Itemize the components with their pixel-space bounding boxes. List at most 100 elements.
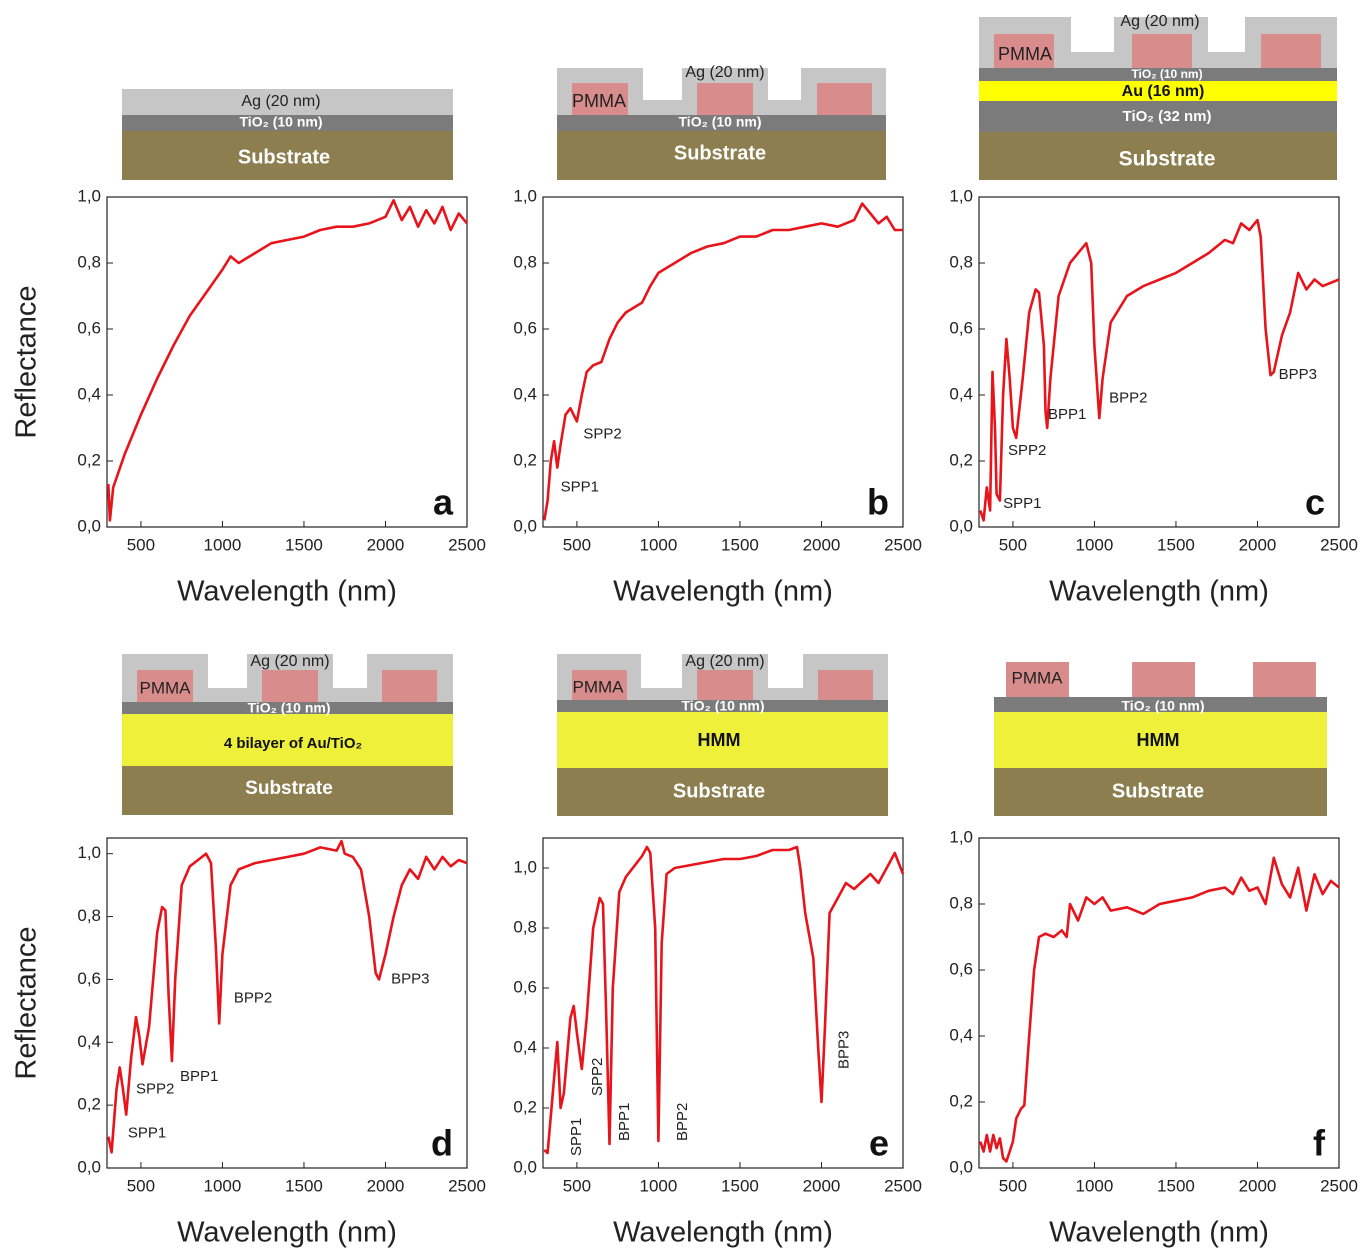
y-tick-label: 1,0 [949, 186, 973, 205]
y-tick-label: 0,2 [77, 450, 101, 469]
schematic-label: TiO₂ (10 nm) [240, 114, 323, 130]
x-tick-label: 1000 [1076, 535, 1114, 554]
schematic-layer [1132, 662, 1195, 697]
schematic-layer [817, 83, 872, 115]
schematic-label: Substrate [238, 146, 330, 168]
schematic-label: Ag (20 nm) [241, 93, 320, 110]
y-tick-label: 0,4 [949, 384, 973, 403]
schematic-label: Ag (20 nm) [1120, 13, 1199, 30]
y-tick-label: 0,8 [949, 893, 973, 912]
schematic-label: HMM [1137, 730, 1180, 750]
annotation: BPP3 [1279, 366, 1317, 383]
schematic-layer [122, 702, 453, 714]
y-tick-label: 0,0 [513, 1157, 537, 1176]
plot-frame [106, 196, 468, 528]
plot-frame [106, 837, 468, 1169]
schematic-layer [994, 712, 1327, 768]
y-axis-label: Reflectance [11, 926, 43, 1079]
x-tick-label: 2000 [1239, 1176, 1277, 1195]
y-tick-label: 0,2 [949, 1091, 973, 1110]
y-tick-label: 0,0 [77, 1157, 101, 1176]
x-axis-label: Wavelength (nm) [1049, 1217, 1269, 1249]
annotation: BPP2 [234, 989, 272, 1006]
data-line [107, 199, 469, 522]
schematic-label: 4 bilayer of Au/TiO₂ [224, 735, 362, 752]
panel-label: d [431, 1123, 453, 1164]
schematic-label: Ag (20 nm) [685, 653, 764, 670]
y-tick-label: 0,6 [513, 318, 537, 337]
schematic-label: Substrate [1112, 780, 1204, 802]
panel-label: f [1313, 1123, 1326, 1164]
data-line [979, 856, 1340, 1163]
data-line [543, 845, 905, 1155]
x-axis-label: Wavelength (nm) [1049, 576, 1269, 608]
annotation: BPP2 [674, 1103, 691, 1141]
schematic-layer [557, 700, 888, 712]
x-tick-label: 2000 [367, 1176, 405, 1195]
schematic-layer [122, 714, 453, 766]
schematic-layer [1132, 34, 1192, 68]
annotation: BPP3 [391, 970, 429, 987]
x-tick-label: 2500 [1320, 535, 1358, 554]
schematic-layer [818, 670, 873, 700]
x-tick-label: 1500 [285, 535, 323, 554]
schematic-label: Substrate [1119, 148, 1216, 171]
schematic-layer [994, 34, 1054, 68]
annotation: BPP2 [1109, 389, 1147, 406]
x-tick-label: 2000 [803, 535, 841, 554]
y-tick-label: 0,0 [77, 516, 101, 535]
x-tick-label: 1500 [721, 535, 759, 554]
annotation: BPP1 [1048, 406, 1086, 423]
y-tick-label: 0,8 [513, 252, 537, 271]
panel: Ag (20 nm) PMMA TiO₂ (10 nm) Substrate 0,0 0,… [513, 64, 922, 607]
y-tick-label: 0,6 [77, 318, 101, 337]
annotation: SPP2 [589, 1058, 606, 1096]
y-tick-label: 0,6 [949, 318, 973, 337]
schematic-layer [122, 131, 453, 180]
x-tick-label: 2000 [1239, 535, 1277, 554]
x-tick-label: 500 [999, 1176, 1027, 1195]
data-line [543, 202, 903, 521]
schematic-layer [979, 81, 1337, 101]
x-tick-label: 500 [563, 535, 591, 554]
schematic-layer [994, 697, 1327, 712]
panel: Ag (20 nm) PMMA TiO₂ (10 nm) HMM Substrate 0,… [513, 653, 922, 1248]
schematic-layer [122, 89, 453, 115]
schematic-layer [979, 101, 1337, 132]
y-tick-label: 0,2 [513, 450, 537, 469]
schematic-layer [979, 132, 1337, 180]
schematic-layer [137, 670, 193, 702]
x-tick-label: 2500 [1320, 1176, 1358, 1195]
schematic-label: Ag (20 nm) [685, 64, 764, 81]
x-tick-label: 1000 [204, 1176, 242, 1195]
x-tick-label: 2000 [367, 535, 405, 554]
y-tick-label: 1,0 [949, 827, 973, 846]
x-tick-label: 2500 [884, 1176, 922, 1195]
y-tick-label: 1,0 [513, 857, 537, 876]
x-tick-label: 1000 [1076, 1176, 1114, 1195]
y-tick-label: 0,8 [77, 252, 101, 271]
x-tick-label: 1500 [1157, 1176, 1195, 1195]
schematic-layer [994, 768, 1327, 816]
plot-frame [978, 837, 1340, 1169]
y-axis-label: Reflectance [11, 285, 43, 438]
y-tick-label: 0,4 [513, 1037, 537, 1056]
schematic-label: Au (16 nm) [1122, 83, 1205, 100]
x-tick-label: 500 [563, 1176, 591, 1195]
y-tick-label: 0,2 [513, 1097, 537, 1116]
schematic-label: HMM [698, 730, 741, 750]
y-tick-label: 0,6 [77, 969, 101, 988]
schematic-label: Substrate [673, 780, 765, 802]
y-tick-label: 1,0 [77, 843, 101, 862]
schematic-layer [979, 68, 1337, 81]
y-tick-label: 0,0 [949, 1157, 973, 1176]
annotation: BPP1 [616, 1103, 633, 1141]
schematic-label: TiO₂ (10 nm) [1131, 67, 1202, 81]
data-line [107, 839, 468, 1154]
plot-frame [542, 196, 904, 528]
x-axis-label: Wavelength (nm) [177, 1217, 397, 1249]
schematic-layer [697, 670, 753, 700]
y-tick-label: 0,8 [513, 917, 537, 936]
y-tick-label: 1,0 [513, 186, 537, 205]
plot-frame [978, 196, 1340, 528]
